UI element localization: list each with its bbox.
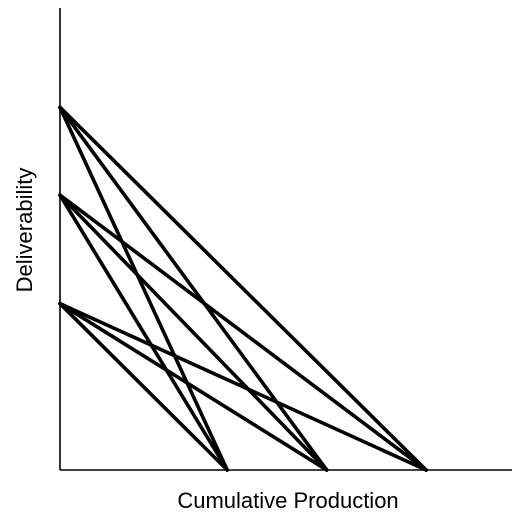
series-line-7 [58,301,230,472]
x-axis-label: Cumulative Production [177,488,398,513]
plot-lines [58,105,428,472]
series-line-3 [58,105,428,472]
series-line-6 [58,193,428,472]
y-axis-label: Deliverability [12,168,37,293]
series-line-4 [58,193,230,472]
series-line-1 [58,105,230,472]
series-line-9 [58,301,428,472]
series-line-5 [58,193,329,472]
series-line-2 [58,105,329,472]
series-line-8 [58,301,329,472]
